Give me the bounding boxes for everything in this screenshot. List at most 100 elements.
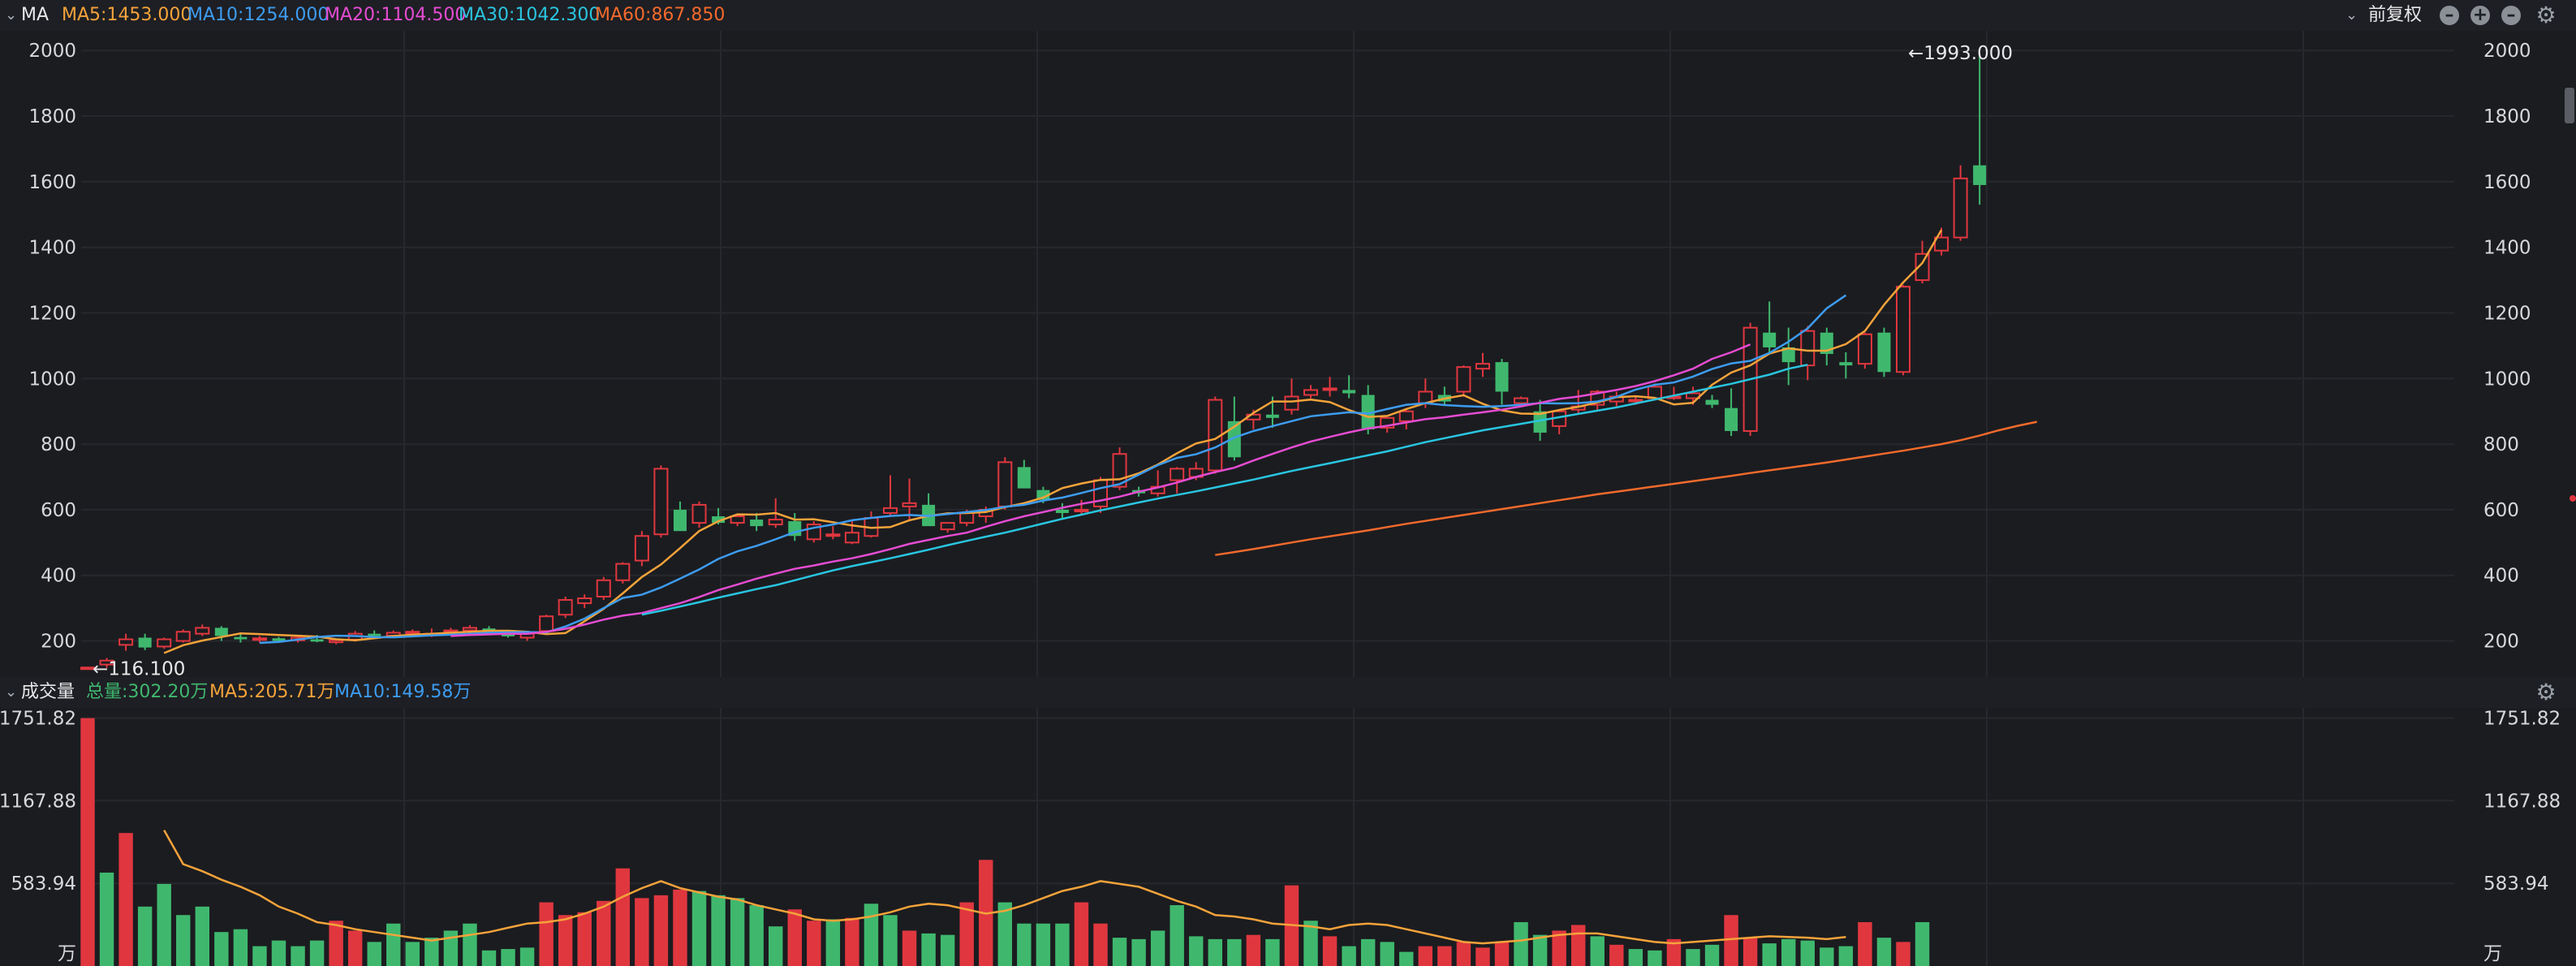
candle (1763, 301, 1777, 352)
candle (1781, 327, 1795, 386)
y-tick-right: 1400 (2483, 238, 2531, 259)
volume-bar (481, 950, 497, 966)
candle-body (1915, 252, 1930, 282)
volume-bar (1380, 942, 1394, 966)
plot-area (81, 31, 2454, 677)
volume-tick-right: 1167.88 (2483, 791, 2561, 812)
volume-bar (1628, 949, 1643, 966)
candle-body (959, 511, 975, 524)
volume-tick-right: 583.94 (2483, 873, 2548, 895)
volume-bar (329, 921, 343, 966)
candle-body (1628, 399, 1643, 403)
volume-bar (1858, 921, 1872, 966)
volume-ma5-line (163, 830, 1846, 945)
volume-bar (807, 921, 821, 966)
volume-gear-icon[interactable]: ⚙ (2535, 679, 2557, 705)
volume-unit-left: 万 (58, 943, 76, 964)
candle (825, 526, 841, 540)
candle (750, 512, 764, 532)
candle-body (653, 468, 669, 536)
gear-icon[interactable]: ⚙ (2535, 2, 2557, 28)
legend-volume-ma5: MA5:205.71万 (209, 682, 335, 702)
candle (691, 501, 707, 528)
candle-body (712, 516, 726, 524)
volume-bar (1666, 938, 1682, 966)
candle-body (462, 627, 477, 632)
min-price-label: ←116.100 (93, 658, 185, 677)
candle-body (1227, 420, 1241, 458)
price-chart[interactable]: 200 200 400 400 600 600 800 800 1000 1000 1200 1200… (0, 31, 2576, 677)
volume-bar (443, 930, 459, 966)
volume-bar (1552, 930, 1566, 966)
volume-bar (118, 833, 133, 966)
candle-body (825, 533, 841, 537)
main-legend-bar: ⌄ MA MA5:1453.000 MA10:1254.000 MA20:110… (0, 0, 2576, 31)
minus-icon[interactable]: – (2440, 6, 2459, 25)
y-tick-left: 200 (41, 632, 76, 653)
candle-body (1800, 330, 1816, 367)
candle (1398, 408, 1414, 429)
candle-body (1781, 347, 1795, 363)
volume-bar (940, 934, 955, 966)
volume-bar (1265, 938, 1280, 966)
y-tick-right: 1800 (2483, 106, 2531, 127)
volume-bar (347, 930, 363, 966)
volume-bar (1342, 946, 1356, 966)
volume-bar (1686, 949, 1700, 966)
volume-bar (195, 906, 209, 966)
plus-icon[interactable]: + (2470, 6, 2490, 25)
volume-legend-title: 成交量 (21, 682, 75, 702)
ma-line-ma20 (450, 343, 1751, 637)
candle-body (272, 638, 286, 641)
volume-bar (730, 898, 745, 966)
candle (997, 457, 1013, 510)
volume-bar (615, 868, 631, 966)
volume-bar (768, 926, 783, 966)
candle-body (329, 639, 344, 644)
candle-body (1017, 467, 1031, 489)
scrollbar-thumb[interactable] (2565, 88, 2574, 123)
candle-body (1953, 177, 1968, 239)
volume-bar (1093, 923, 1108, 966)
adjust-chevron-icon[interactable]: ⌄ (2346, 6, 2358, 24)
candle (157, 637, 172, 649)
candle-body (940, 522, 955, 531)
candle-body (502, 633, 515, 636)
volume-bar (577, 912, 592, 966)
volume-bar (711, 895, 726, 966)
close-icon[interactable]: – (2501, 6, 2521, 25)
candle-body (750, 520, 764, 527)
volume-collapse-chevron-icon[interactable]: ⌄ (5, 684, 18, 701)
candle (1857, 332, 1872, 369)
volume-bar (1112, 938, 1127, 966)
volume-tick-left: 583.94 (11, 873, 76, 895)
volume-bar (883, 915, 898, 966)
y-tick-right: 200 (2483, 632, 2519, 653)
adjust-mode-dropdown[interactable]: 前复权 (2368, 5, 2423, 25)
volume-bar (291, 946, 305, 966)
candle-body (1303, 389, 1319, 396)
volume-bar (1532, 934, 1548, 966)
candle-body (157, 638, 172, 648)
candle (940, 522, 955, 533)
volume-legend-bar: ⌄ 成交量 总量:302.20万 MA5:205.71万 MA10:149.58… (0, 677, 2576, 708)
candle (1361, 385, 1375, 434)
volume-bar (1074, 902, 1089, 966)
candle-body (310, 639, 324, 642)
volume-bar (1055, 923, 1070, 966)
candle (844, 520, 859, 545)
candle (368, 630, 381, 637)
volume-bar (1838, 946, 1854, 966)
legend-ma20: MA20:1104.500 (325, 5, 467, 25)
main-legend-title: MA (21, 5, 50, 25)
collapse-chevron-icon[interactable]: ⌄ (5, 6, 18, 24)
volume-bar (1762, 943, 1777, 966)
candle (1227, 396, 1241, 461)
candle-body (214, 627, 228, 636)
volume-chart[interactable]: 583.94 583.94 1167.88 1167.88 1751.82 1751.82… (0, 708, 2576, 966)
volume-bar (501, 949, 515, 966)
volume-bar (1915, 921, 1930, 966)
candle-body (1895, 286, 1911, 373)
candle (1342, 375, 1356, 399)
candle-body (1170, 468, 1185, 481)
